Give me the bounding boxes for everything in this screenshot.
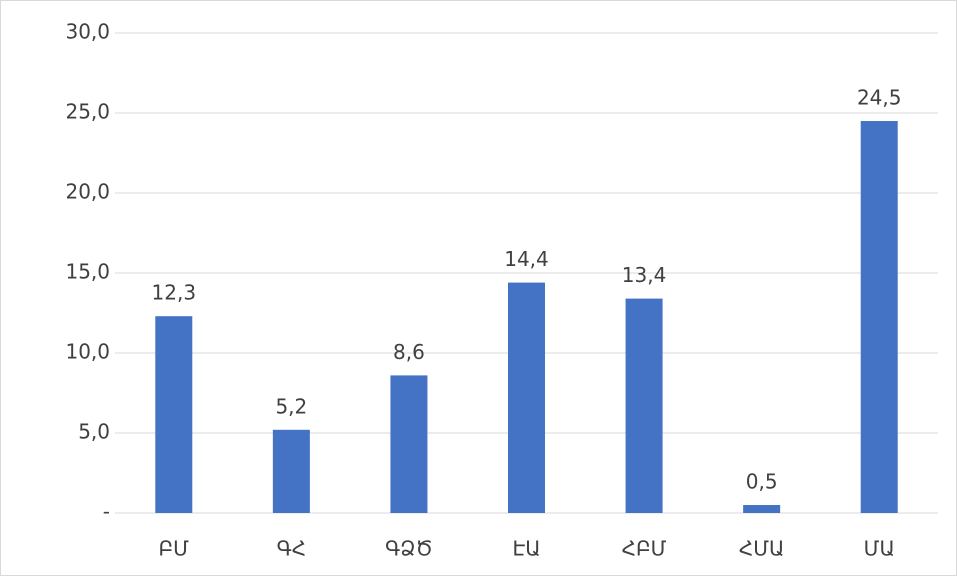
bar <box>625 298 663 513</box>
y-tick-label: 5,0 <box>78 420 110 444</box>
data-label: 13,4 <box>622 263 667 287</box>
x-tick-label: ԳՀ <box>277 537 306 561</box>
y-tick-label: 10,0 <box>65 340 110 364</box>
y-tick-label: 15,0 <box>65 260 110 284</box>
data-label: 24,5 <box>857 86 902 110</box>
x-tick-label: ՀԲՄ <box>622 537 667 561</box>
x-tick-label: ԷԱ <box>512 537 540 561</box>
data-label: 8,6 <box>393 340 425 364</box>
data-label: 14,4 <box>504 247 549 271</box>
data-label: 12,3 <box>152 281 197 305</box>
data-label: 5,2 <box>275 394 307 418</box>
y-tick-label: - <box>103 500 110 524</box>
bar <box>155 316 193 513</box>
bar <box>390 375 428 513</box>
bar <box>508 282 545 513</box>
y-tick-label: 20,0 <box>65 180 110 204</box>
x-tick-label: ԲՄ <box>159 537 190 561</box>
data-label: 0,5 <box>746 470 778 494</box>
x-tick-label: ՄԱ <box>864 537 895 561</box>
x-tick-label: ՀՄԱ <box>739 537 784 561</box>
bar <box>743 505 781 513</box>
bar <box>860 121 898 513</box>
y-tick-label: 25,0 <box>65 100 110 124</box>
bar <box>272 429 310 513</box>
x-tick-label: ԳՁԾ <box>385 537 433 561</box>
y-tick-label: 30,0 <box>65 20 110 44</box>
